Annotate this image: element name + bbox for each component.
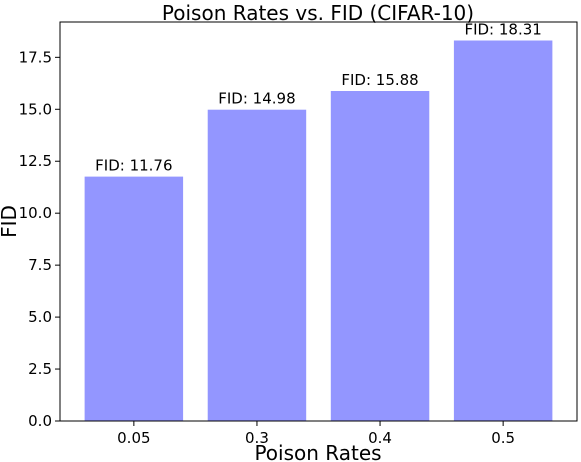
bar-0.3 <box>207 109 307 422</box>
bar-0.4 <box>330 90 430 422</box>
y-tick-label-12.5: 12.5 <box>19 152 52 170</box>
y-axis: 0.0 2.5 5.0 7.5 10.0 12.5 15.0 17.5 <box>19 48 60 430</box>
x-tick-label-0.3: 0.3 <box>245 429 269 447</box>
x-axis-title: Poison Rates <box>254 441 381 462</box>
y-tick-label-0.0: 0.0 <box>28 412 52 430</box>
y-tick-label-10.0: 10.0 <box>19 204 52 222</box>
data-label-0.4: FID: 15.88 <box>341 71 418 89</box>
y-tick-label-7.5: 7.5 <box>28 256 52 274</box>
y-tick-label-5.0: 5.0 <box>28 308 52 326</box>
x-tick-label-0.05: 0.05 <box>117 429 150 447</box>
y-axis-title: FID <box>0 205 21 238</box>
bar-0.05 <box>84 176 184 421</box>
data-label-0.3: FID: 14.98 <box>218 90 295 108</box>
bars-layer <box>84 40 553 422</box>
bar-0.5 <box>453 40 553 422</box>
x-axis: 0.05 0.3 0.4 0.5 <box>117 421 515 447</box>
plot-frame <box>59 21 578 422</box>
y-tick-label-2.5: 2.5 <box>28 360 52 378</box>
data-label-0.5: FID: 18.31 <box>464 20 541 38</box>
y-tick-label-17.5: 17.5 <box>19 48 52 66</box>
y-tick-label-15.0: 15.0 <box>19 100 52 118</box>
data-labels-layer: FID: 11.76 FID: 14.98 FID: 15.88 FID: 18.31 <box>95 20 542 174</box>
chart-title: Poison Rates vs. FID (CIFAR-10) <box>162 1 474 25</box>
x-tick-label-0.5: 0.5 <box>491 429 515 447</box>
data-label-0.05: FID: 11.76 <box>95 157 172 175</box>
x-tick-label-0.4: 0.4 <box>368 429 392 447</box>
